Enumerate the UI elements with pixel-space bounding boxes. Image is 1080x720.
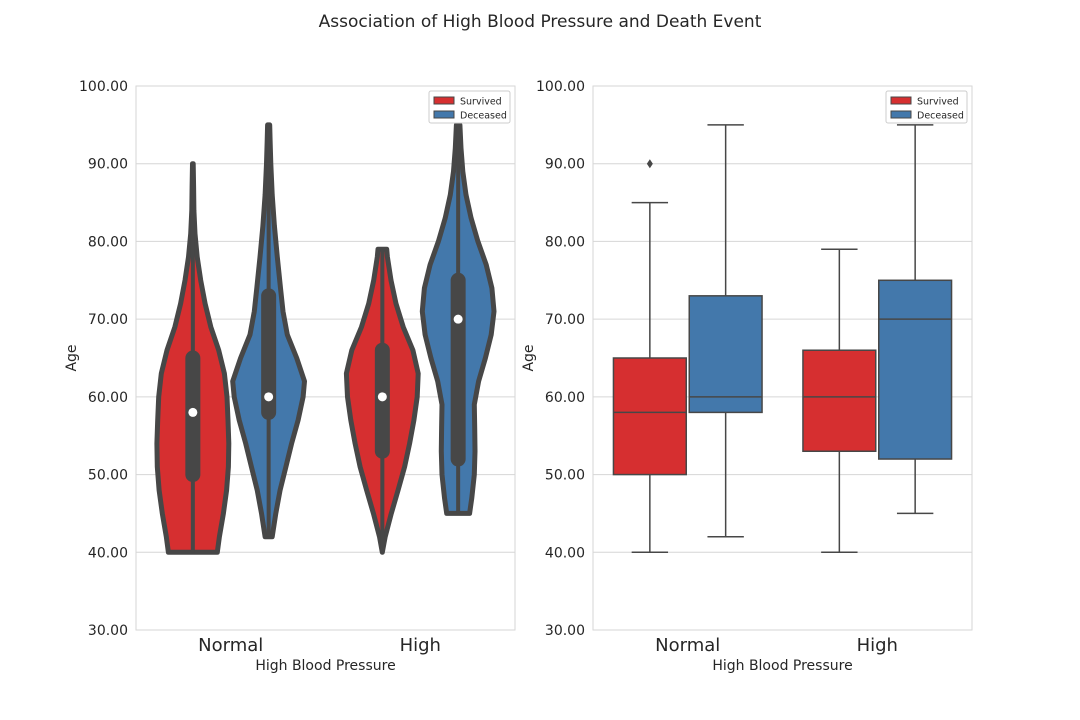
legend-swatch-survived bbox=[890, 96, 912, 105]
y-tick-label: 100.00 bbox=[79, 79, 128, 95]
violin-median-dot bbox=[188, 407, 198, 417]
y-tick-label: 90.00 bbox=[545, 157, 585, 173]
y-tick-label: 100.00 bbox=[536, 79, 585, 95]
legend-label: Survived bbox=[460, 97, 502, 108]
x-tick-label: Normal bbox=[655, 635, 720, 656]
violin-median-dot bbox=[453, 314, 463, 324]
y-axis-label: Age bbox=[521, 344, 537, 371]
box-deceased-high bbox=[878, 279, 953, 460]
x-axis-label: High Blood Pressure bbox=[255, 658, 395, 674]
plot-frame bbox=[135, 85, 516, 631]
violin-median-dot bbox=[264, 392, 274, 402]
box-survived-high bbox=[802, 349, 877, 453]
violin-plot-panel: 30.00 40.00 50.00 60.00 70.00 80.00 90.00 100.0… bbox=[64, 79, 516, 674]
violin-median-dot bbox=[377, 392, 387, 402]
legend-swatch-deceased bbox=[890, 110, 912, 119]
y-tick-label: 70.00 bbox=[88, 312, 128, 328]
figure-title: Association of High Blood Pressure and D… bbox=[319, 12, 762, 32]
y-tick-label: 30.00 bbox=[88, 623, 128, 639]
y-tick-label: 80.00 bbox=[545, 234, 585, 250]
y-axis-label: Age bbox=[64, 344, 80, 371]
x-axis-label: High Blood Pressure bbox=[712, 658, 852, 674]
x-tick-label: High bbox=[400, 635, 441, 656]
x-tick-label: High bbox=[857, 635, 898, 656]
legend-swatch-deceased bbox=[433, 110, 455, 119]
x-tick-label: Normal bbox=[198, 635, 263, 656]
y-tick-label: 40.00 bbox=[88, 545, 128, 561]
y-tick-label: 60.00 bbox=[88, 390, 128, 406]
box-deceased-normal bbox=[688, 295, 763, 414]
y-tick-label: 60.00 bbox=[545, 390, 585, 406]
y-tick-label: 40.00 bbox=[545, 545, 585, 561]
legend-swatch-survived bbox=[433, 96, 455, 105]
legend-label: Deceased bbox=[460, 111, 507, 122]
y-tick-label: 30.00 bbox=[545, 623, 585, 639]
box-survived-normal bbox=[612, 357, 688, 476]
legend-label: Deceased bbox=[917, 111, 964, 122]
y-tick-label: 90.00 bbox=[88, 157, 128, 173]
y-tick-label: 50.00 bbox=[545, 468, 585, 484]
box-plot-panel: 30.00 40.00 50.00 60.00 70.00 80.00 90.00 100.0… bbox=[521, 79, 973, 674]
legend-label: Survived bbox=[917, 97, 959, 108]
y-tick-label: 50.00 bbox=[88, 468, 128, 484]
box-outlier-marker bbox=[646, 159, 653, 169]
y-tick-label: 80.00 bbox=[88, 234, 128, 250]
plot-frame bbox=[592, 85, 973, 631]
y-tick-label: 70.00 bbox=[545, 312, 585, 328]
